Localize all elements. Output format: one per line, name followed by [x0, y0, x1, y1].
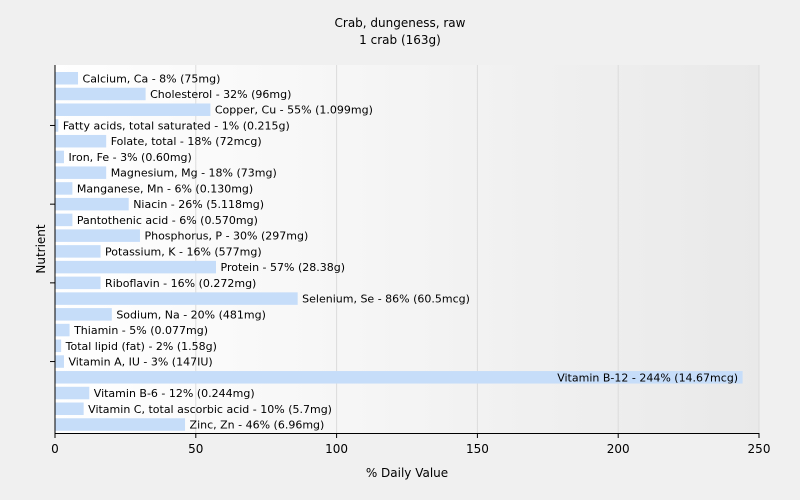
- bar-label: Copper, Cu - 55% (1.099mg): [215, 104, 373, 117]
- bar-label: Vitamin A, IU - 3% (147IU): [68, 356, 212, 369]
- bar: [55, 308, 112, 321]
- bar: [55, 87, 146, 101]
- bar-label: Pantothenic acid - 6% (0.570mg): [77, 214, 258, 227]
- bar: [55, 371, 743, 384]
- bar-label: Potassium, K - 16% (577mg): [105, 245, 262, 258]
- x-tick-label: 100: [325, 442, 348, 456]
- bar: [55, 166, 107, 179]
- bar: [55, 402, 84, 416]
- bar: [55, 418, 186, 431]
- bar: [55, 119, 59, 132]
- bar: [55, 355, 64, 368]
- bar: [55, 339, 62, 353]
- bar-label: Sodium, Na - 20% (481mg): [116, 308, 266, 321]
- bar: [55, 103, 211, 116]
- chart-title: Crab, dungeness, raw: [335, 16, 466, 30]
- bar-label: Iron, Fe - 3% (0.60mg): [68, 151, 191, 164]
- bar-label: Fatty acids, total saturated - 1% (0.215…: [63, 119, 290, 132]
- bar-label: Manganese, Mn - 6% (0.130mg): [77, 182, 253, 195]
- bar-label: Total lipid (fat) - 2% (1.58g): [65, 340, 217, 353]
- bars-layer: Calcium, Ca - 8% (75mg) Cholesterol - 32%…: [55, 72, 743, 432]
- bar: [55, 182, 73, 195]
- chart-subtitle: 1 crab (163g): [359, 33, 441, 47]
- bar: [55, 386, 90, 400]
- bar: [55, 245, 101, 258]
- bar: [55, 72, 79, 85]
- bar: [55, 292, 298, 305]
- x-tick-label: 50: [188, 442, 203, 456]
- bar-label: Phosphorus, P - 30% (297mg): [144, 230, 308, 243]
- bar-label: Protein - 57% (28.38g): [221, 261, 346, 274]
- bar-label: Zinc, Zn - 46% (6.96mg): [190, 419, 325, 432]
- bar-label: Vitamin C, total ascorbic acid - 10% (5.…: [88, 403, 332, 416]
- bar-label: Vitamin B-12 - 244% (14.67mcg): [557, 371, 738, 384]
- bar-label: Vitamin B-6 - 12% (0.244mg): [94, 387, 255, 400]
- bar: [55, 323, 70, 337]
- bar-label: Thiamin - 5% (0.077mg): [73, 324, 208, 337]
- x-axis-label: % Daily Value: [366, 466, 448, 480]
- bar: [55, 150, 64, 164]
- bar: [55, 134, 107, 148]
- bar-label: Magnesium, Mg - 18% (73mg): [111, 167, 277, 180]
- bar-label: Niacin - 26% (5.118mg): [133, 198, 264, 211]
- bar-label: Folate, total - 18% (72mcg): [111, 135, 262, 148]
- x-tick-label: 250: [748, 442, 771, 456]
- bar: [55, 213, 73, 227]
- bar-label: Selenium, Se - 86% (60.5mcg): [302, 293, 470, 306]
- bar-label: Calcium, Ca - 8% (75mg): [83, 72, 221, 85]
- x-tick-label: 150: [466, 442, 489, 456]
- bar-label: Riboflavin - 16% (0.272mg): [105, 277, 256, 290]
- bar: [55, 229, 140, 242]
- x-tick-label: 0: [51, 442, 59, 456]
- y-axis-label: Nutrient: [34, 224, 48, 274]
- bar: [55, 276, 101, 290]
- bar: [55, 260, 217, 274]
- axis-layer: 0 50 100 150 200 250: [50, 65, 770, 456]
- bar-label: Cholesterol - 32% (96mg): [150, 88, 291, 101]
- x-tick-label: 200: [607, 442, 630, 456]
- bar: [55, 197, 129, 211]
